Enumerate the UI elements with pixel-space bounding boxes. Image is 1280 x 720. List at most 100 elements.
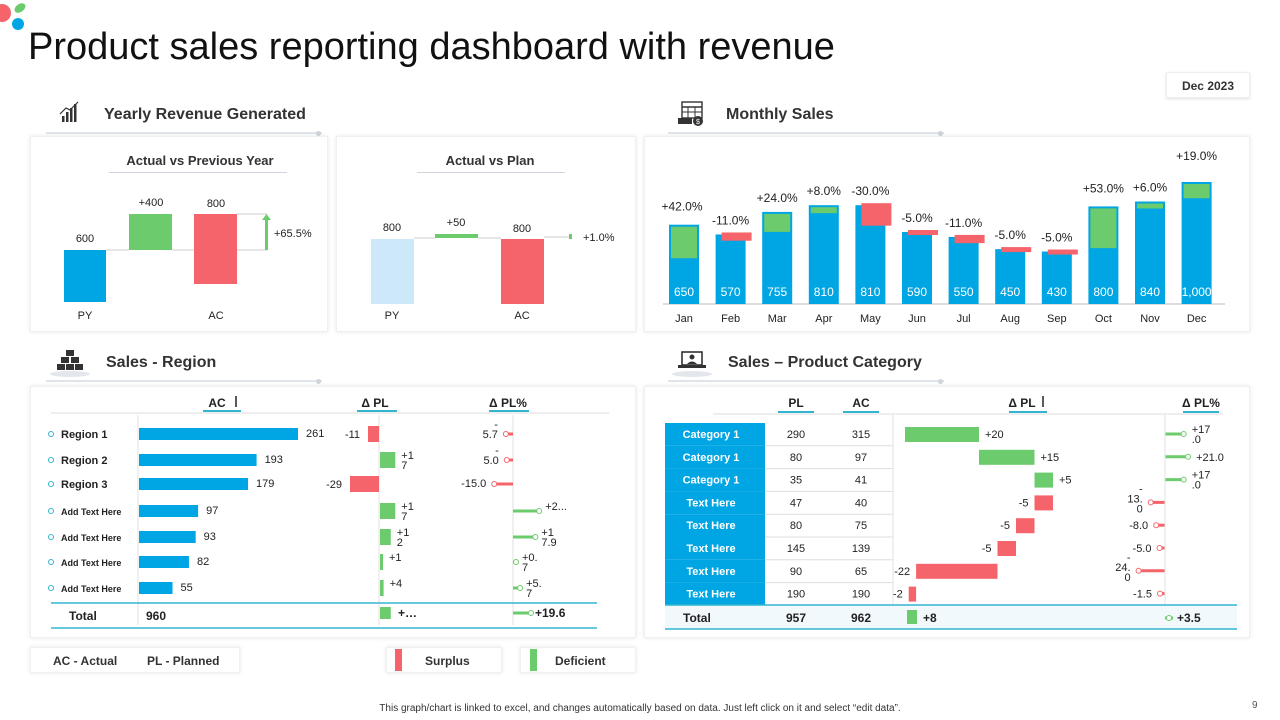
section-header-category: Sales – Product Category <box>668 348 944 384</box>
category-label: Text Here <box>686 589 735 601</box>
variance-may <box>861 203 892 226</box>
region-label: Region 2 <box>61 455 107 467</box>
deficient-swatch <box>530 649 537 671</box>
surplus-swatch <box>395 649 402 671</box>
category-cell <box>665 491 765 515</box>
delta-label: -2 <box>893 589 903 601</box>
card-sales-region: AC Δ PL Δ PL% Region 1 261 -11-5.7 Region 2 193… <box>30 386 636 638</box>
section-header-yearly: Yearly Revenue Generated <box>46 100 322 136</box>
category-cell <box>665 582 765 606</box>
pl-label: 7 <box>401 460 407 472</box>
pct-dot <box>1185 453 1192 460</box>
pct-label: - <box>495 445 499 457</box>
total-delta-bar <box>907 610 917 624</box>
ac-bar <box>139 454 257 466</box>
total-pct-dot <box>528 610 534 616</box>
ac-bar <box>139 531 196 543</box>
change-indicator <box>265 219 268 250</box>
pct-label: +5. <box>526 578 542 590</box>
ac-bar <box>139 478 249 490</box>
delta-bar <box>916 563 998 579</box>
pl-value: 145 <box>787 543 805 555</box>
region-label: Add Text Here <box>61 533 121 543</box>
header-dpl: Δ PL <box>1008 396 1035 410</box>
card-actual-vs-previous-year: Actual vs Previous Year 600 +400 800 +65.5%… <box>30 136 328 332</box>
pct-dot <box>517 585 524 591</box>
header-ac: AC <box>852 396 870 410</box>
legend-abbrev: AC - Actual PL - Planned <box>30 647 240 673</box>
month-label-oct: Oct <box>1095 313 1112 325</box>
ac-value: 75 <box>855 520 867 532</box>
variance-sep <box>1047 249 1078 255</box>
value-label-may: 810 <box>860 285 880 299</box>
total-pl: 957 <box>786 611 806 625</box>
ac-value: 315 <box>852 429 870 441</box>
variance-label-jul: -11.0% <box>945 216 982 230</box>
pl-value: 35 <box>790 475 802 487</box>
month-label-apr: Apr <box>815 313 832 325</box>
pl-bar <box>380 503 396 519</box>
bar-feb <box>715 234 746 304</box>
month-label-dec: Dec <box>1187 313 1207 325</box>
chart-actual-vs-plan[interactable]: 800 +50 800 +1.0% PY AC <box>337 137 637 333</box>
delta-label: +5 <box>1059 475 1072 487</box>
delta-label: -22 <box>894 566 910 578</box>
section-title-region: Sales - Region <box>106 354 217 371</box>
card-actual-vs-plan: Actual vs Plan 800 +50 800 +1.0% PY AC <box>336 136 636 332</box>
value-label-py: 600 <box>76 233 94 245</box>
variance-label-apr: +8.0% <box>807 184 842 198</box>
pct-dot <box>1157 590 1163 597</box>
delta-bar <box>908 586 917 602</box>
month-label-aug: Aug <box>1000 313 1020 325</box>
pct-label: 24. <box>1115 562 1130 574</box>
bar-nov <box>1135 201 1165 304</box>
total-pct-dot <box>1166 615 1172 621</box>
variance-jul <box>954 234 985 244</box>
pct-label: -15.0 <box>461 478 486 490</box>
bar-apr <box>808 205 839 304</box>
category-label: Text Here <box>686 543 735 555</box>
pl-label: -29 <box>326 479 342 491</box>
date-badge[interactable]: Dec 2023 <box>1166 72 1250 98</box>
chart-title: Actual vs Plan <box>445 153 535 168</box>
change-label: +1.0% <box>583 232 615 244</box>
bar-py <box>371 239 414 304</box>
legend-deficient: Deficient <box>520 647 636 673</box>
total-label: Total <box>69 609 97 623</box>
delta-bar <box>905 427 979 442</box>
delta-label: +20 <box>985 429 1004 441</box>
month-label-may: May <box>860 313 881 325</box>
variance-label-aug: -5.0% <box>995 228 1027 242</box>
category-label: Category 1 <box>683 475 740 487</box>
card-product-category: PL AC Δ PL Δ PL% Category 1 290 315 +20 +17.0 Cat… <box>644 386 1250 638</box>
pct-label: 5.7 <box>483 429 498 441</box>
bar-delta <box>435 234 478 238</box>
pct-dot <box>1147 499 1154 506</box>
month-label-feb: Feb <box>721 313 740 325</box>
variance-label-sep: -5.0% <box>1041 231 1073 245</box>
variance-jan <box>671 226 697 259</box>
variance-label-may: -30.0% <box>851 184 889 198</box>
delta-bar <box>1034 472 1053 488</box>
variance-label-oct: +53.0% <box>1083 181 1124 195</box>
category-label: Text Here <box>686 497 735 509</box>
pct-label: 7 <box>522 562 528 574</box>
header-ac: AC <box>208 396 226 410</box>
bar-dec <box>1181 182 1212 304</box>
section-title-category: Sales – Product Category <box>728 354 922 371</box>
chart-product-category[interactable]: PL AC Δ PL Δ PL%Category 1 290 315 +20 +17.0Cat… <box>645 387 1251 639</box>
pct-label: - <box>494 419 498 431</box>
value-label-oct: 800 <box>1093 285 1113 299</box>
row-dot <box>48 457 54 463</box>
pl-label: +1 <box>389 552 402 564</box>
month-label-jun: Jun <box>908 313 926 325</box>
variance-apr <box>810 207 837 214</box>
pl-bar <box>368 426 379 442</box>
chart-monthly-sales[interactable]: 650 Jan +42.0% 570 Feb -11.0% 755 Mar +24.0% 810 A… <box>645 137 1251 333</box>
pct-dot <box>1180 476 1187 483</box>
chart-actual-vs-previous-year[interactable]: 600 +400 800 +65.5% PY AC <box>31 137 329 333</box>
legend-surplus: Surplus <box>386 647 502 673</box>
pct-dot <box>502 431 509 437</box>
bar-chart-icon <box>59 101 79 122</box>
